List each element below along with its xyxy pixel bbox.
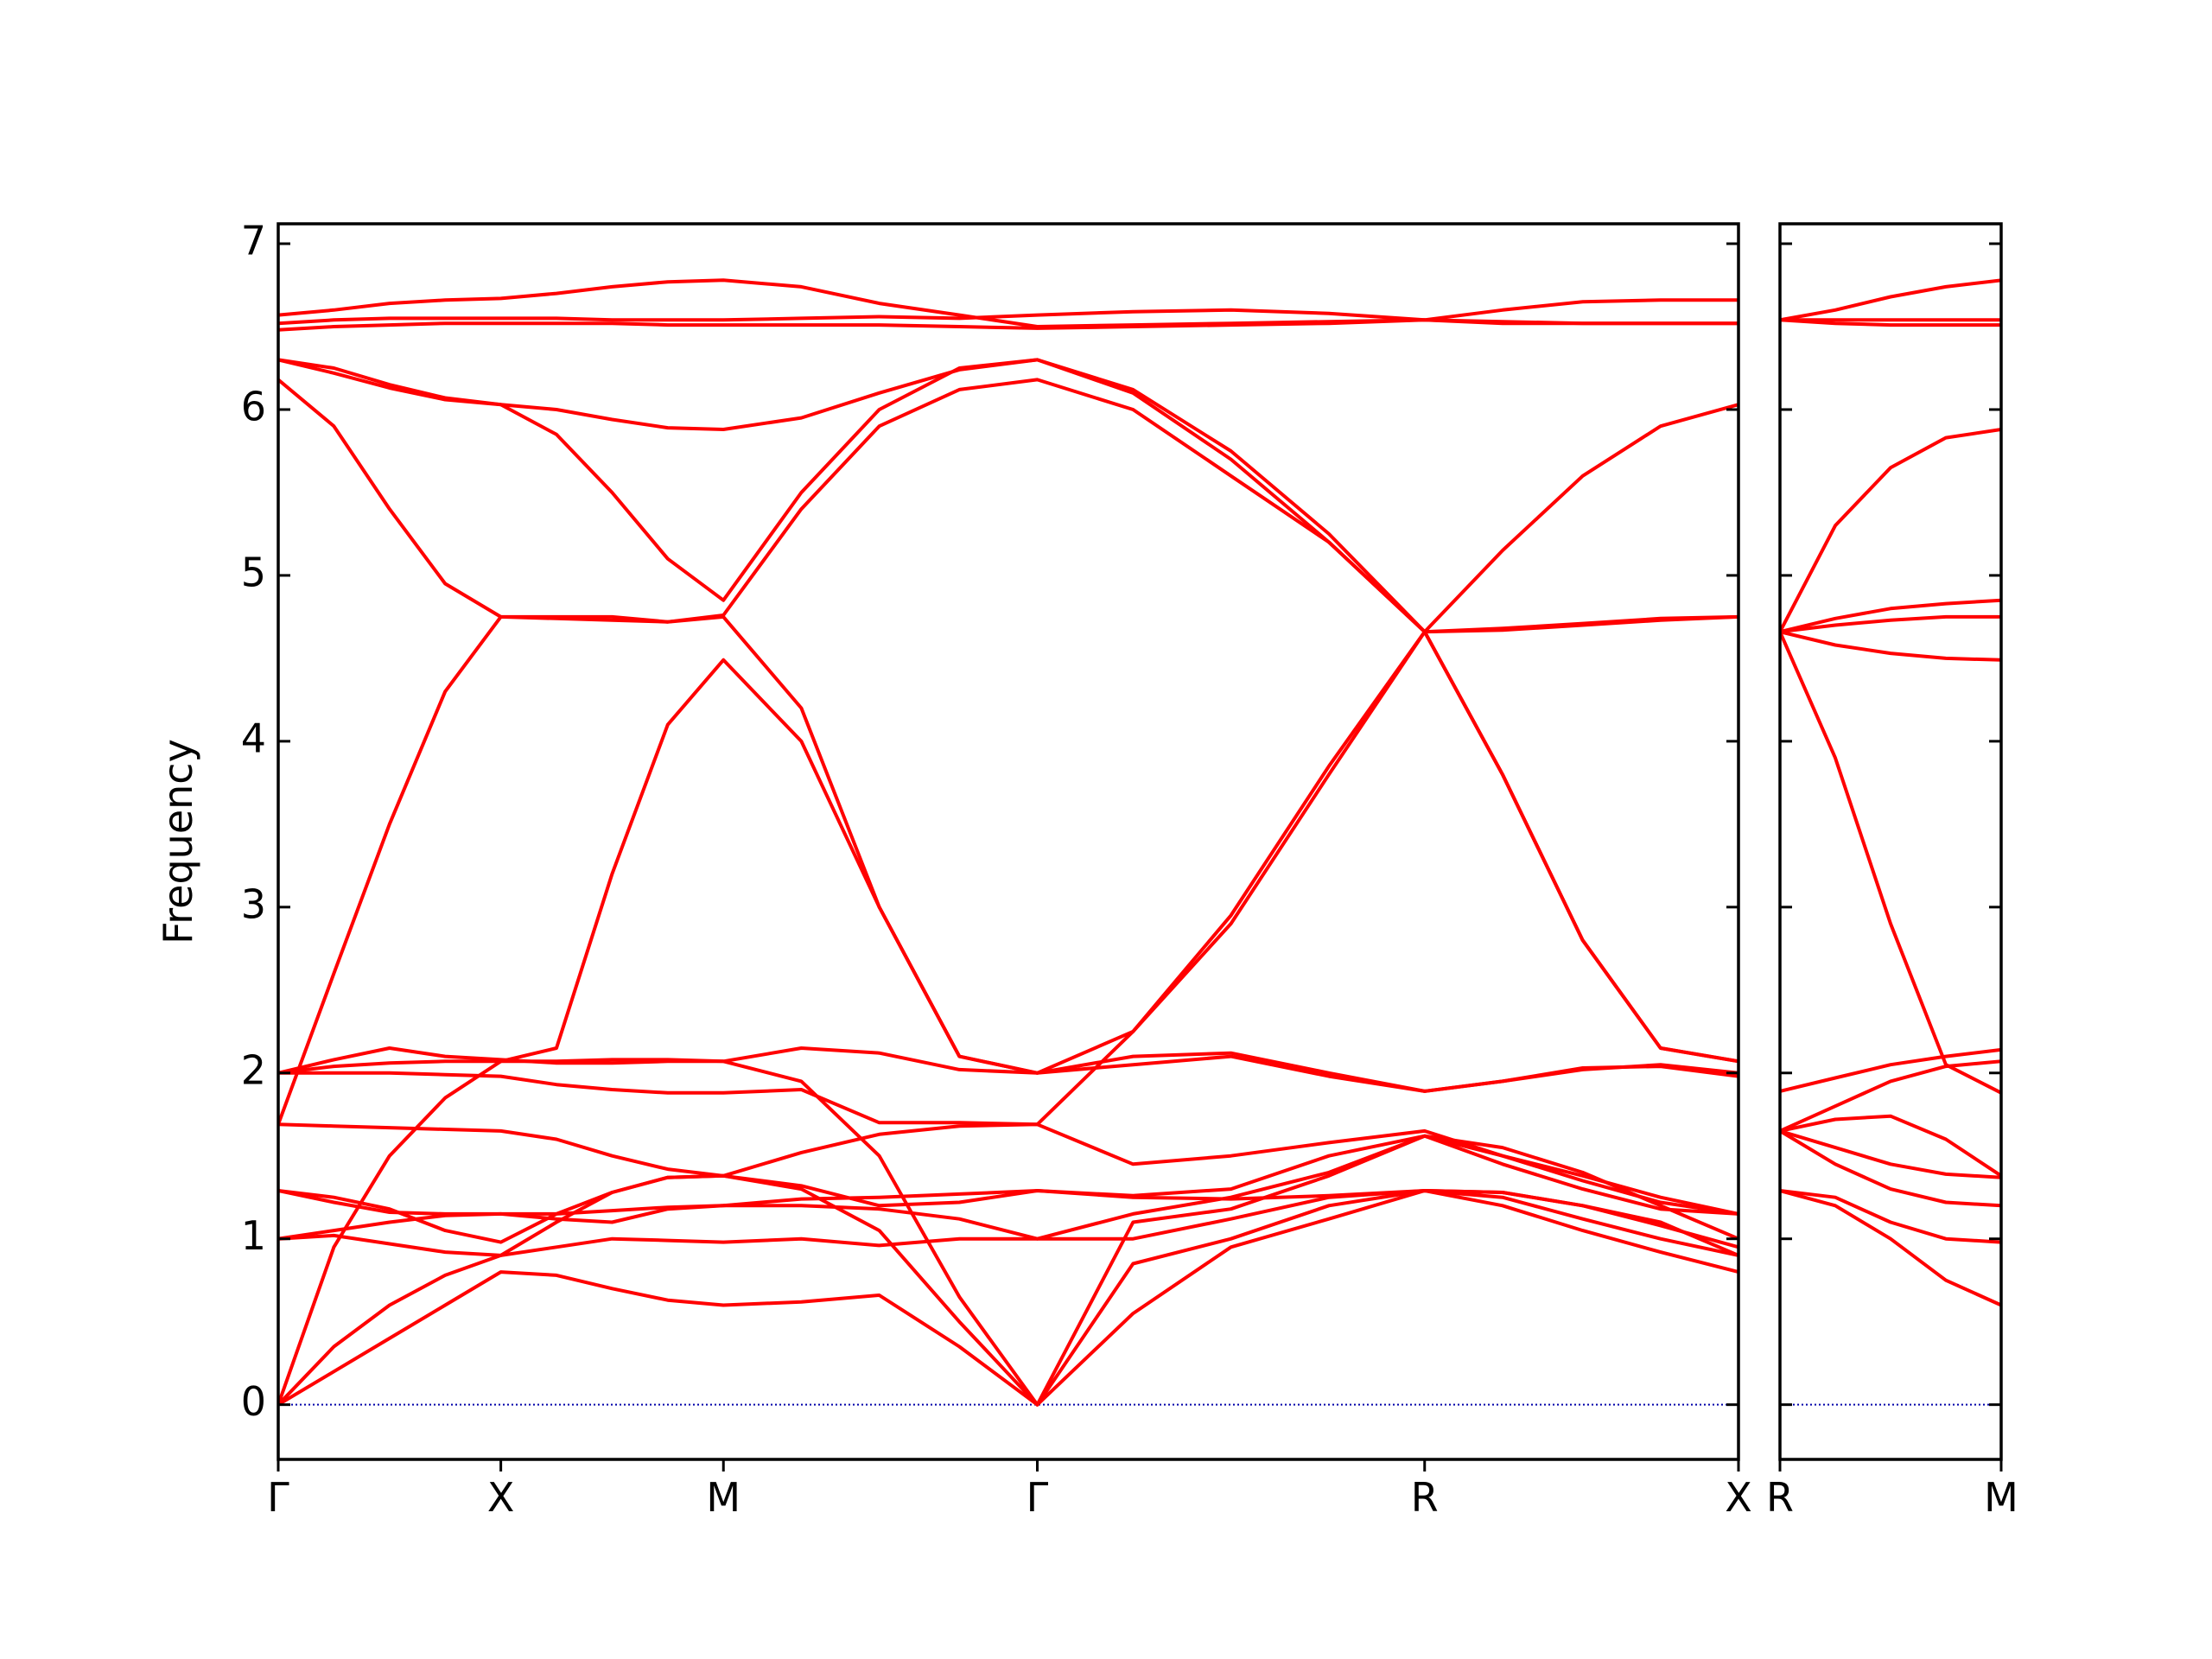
y-tick-label: 4: [241, 715, 266, 761]
band-line: [1780, 1059, 2001, 1133]
band-line: [1780, 614, 2001, 634]
band-line: [278, 278, 1738, 328]
band-line: [1780, 1047, 2001, 1093]
band-line: [1780, 598, 2001, 634]
x-tick-label: Γ: [1027, 1474, 1049, 1521]
plot-frame: [276, 222, 1740, 1461]
band-line: [278, 614, 1738, 1125]
y-tick-label: 1: [241, 1212, 266, 1259]
band-line: [278, 1189, 1738, 1257]
band-line: [278, 1046, 1738, 1093]
band-line: [1780, 1189, 2001, 1307]
y-tick-label: 3: [241, 880, 266, 927]
band-line: [1780, 278, 2001, 322]
x-tick-label: R: [1411, 1474, 1439, 1521]
y-tick-label: 0: [241, 1378, 266, 1425]
y-tick-label: 7: [241, 218, 266, 264]
y-axis-label: Frequency: [155, 739, 201, 944]
band-line: [278, 630, 1738, 1127]
x-tick-label: X: [487, 1474, 515, 1521]
plot-frame: [1778, 222, 2003, 1461]
band-line: [1780, 630, 2001, 662]
band-line: [278, 1173, 1738, 1407]
plot-area: [1780, 278, 2001, 1406]
band-line: [1780, 428, 2001, 633]
band-line: [1780, 1189, 2001, 1244]
x-tick-label: Γ: [267, 1474, 289, 1521]
x-tick-label: X: [1725, 1474, 1752, 1521]
band-line: [1780, 1128, 2001, 1179]
band-line: [278, 358, 1738, 1064]
band-line: [1780, 1129, 2001, 1208]
plot-area: [278, 278, 1738, 1407]
band-line: [1780, 318, 2001, 327]
band-line: [278, 1134, 1738, 1244]
band-line: [278, 1058, 1738, 1407]
x-tick-label: M: [1984, 1474, 2018, 1521]
band-line: [278, 308, 1738, 326]
band-line: [1780, 631, 2001, 1095]
x-tick-label: M: [706, 1474, 741, 1521]
band-line: [278, 1189, 1738, 1407]
band-line: [278, 1122, 1738, 1216]
band-line: [278, 378, 1738, 634]
y-tick-label: 5: [241, 549, 266, 595]
band-line: [278, 358, 1738, 634]
y-tick-label: 2: [241, 1046, 266, 1093]
band-line: [1780, 1114, 2001, 1178]
x-tick-label: R: [1766, 1474, 1794, 1521]
y-tick-label: 6: [241, 383, 266, 429]
band-line: [278, 614, 1738, 1075]
